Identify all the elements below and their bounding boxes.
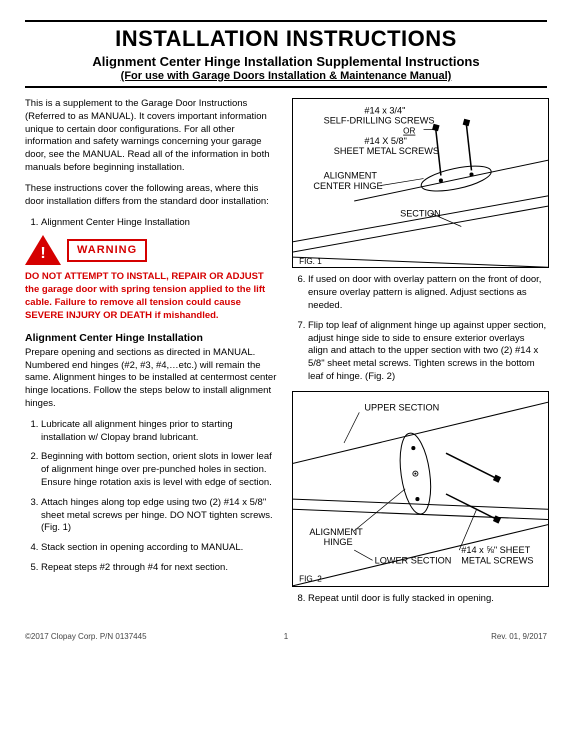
fig1-screws2b: SHEET METAL SCREWS	[334, 146, 439, 156]
left-steps: Lubricate all alignment hinges prior to …	[25, 419, 280, 575]
warning-label-box: WARNING	[67, 239, 147, 262]
fig2-screws-label1: #14 x ⅝" SHEET	[461, 545, 530, 555]
fig2-upper-label: UPPER SECTION	[364, 402, 439, 412]
fig2-lower-label: LOWER SECTION	[375, 555, 452, 565]
fig1-or: OR	[403, 127, 415, 136]
step-item: Attach hinges along top edge using two (…	[41, 497, 280, 535]
fig1-screws1b: SELF-DRILLING SCREWS	[324, 115, 435, 125]
warning-body-text: DO NOT ATTEMPT TO INSTALL, REPAIR OR ADJ…	[25, 271, 280, 322]
fig1-screws1: #14 x 3/4"	[364, 105, 405, 115]
figure-2: UPPER SECTION ALIGNME	[292, 391, 549, 587]
figure-2-svg: UPPER SECTION ALIGNME	[293, 392, 548, 586]
left-column: This is a supplement to the Garage Door …	[25, 98, 280, 612]
step-item: Beginning with bottom section, orient sl…	[41, 451, 280, 489]
right-column: #14 x 3/4" SELF-DRILLING SCREWS OR #14 X…	[292, 98, 547, 612]
intro-list-item: Alignment Center Hinge Installation	[41, 217, 280, 230]
footer-left: ©2017 Clopay Corp. P/N 0137445	[25, 632, 147, 641]
step-item: Stack section in opening according to MA…	[41, 542, 280, 555]
two-column-body: This is a supplement to the Garage Door …	[25, 98, 547, 612]
section-heading: Alignment Center Hinge Installation	[25, 331, 280, 345]
figure-1-svg: #14 x 3/4" SELF-DRILLING SCREWS OR #14 X…	[293, 99, 548, 267]
intro-para-2: These instructions cover the following a…	[25, 183, 280, 209]
footer: ©2017 Clopay Corp. P/N 0137445 1 Rev. 01…	[25, 632, 547, 641]
fig1-caption: FIG. 1	[299, 257, 322, 266]
fig1-hinge-label2: CENTER HINGE	[313, 181, 382, 191]
subsubtitle: (For use with Garage Doors Installation …	[25, 70, 547, 82]
top-rule	[25, 20, 547, 22]
intro-list: Alignment Center Hinge Installation	[25, 217, 280, 230]
subtitle: Alignment Center Hinge Installation Supp…	[25, 54, 547, 69]
footer-page-number: 1	[284, 632, 288, 641]
rule-under-header	[25, 86, 547, 88]
step-item: Lubricate all alignment hinges prior to …	[41, 419, 280, 445]
step-item: If used on door with overlay pattern on …	[308, 274, 547, 312]
main-title: INSTALLATION INSTRUCTIONS	[25, 26, 547, 52]
right-steps-1: If used on door with overlay pattern on …	[292, 274, 547, 384]
step-item: Repeat until door is fully stacked in op…	[308, 593, 547, 606]
section-intro: Prepare opening and sections as directed…	[25, 347, 280, 411]
right-steps-2: Repeat until door is fully stacked in op…	[292, 593, 547, 606]
fig2-hinge-label1: ALIGNMENT	[309, 527, 363, 537]
footer-right: Rev. 01, 9/2017	[491, 632, 547, 641]
intro-para-1: This is a supplement to the Garage Door …	[25, 98, 280, 175]
warning-block: WARNING	[25, 235, 280, 265]
fig1-hinge-label1: ALIGNMENT	[324, 171, 378, 181]
fig2-caption: FIG. 2	[299, 575, 322, 584]
fig2-screws-label2: METAL SCREWS	[461, 555, 533, 565]
warning-triangle-icon	[25, 235, 61, 265]
fig1-screws2: #14 X 5/8"	[364, 136, 406, 146]
step-item: Repeat steps #2 through #4 for next sect…	[41, 562, 280, 575]
fig2-hinge-label2: HINGE	[324, 537, 353, 547]
step-item: Flip top leaf of alignment hinge up agai…	[308, 320, 547, 384]
figure-1: #14 x 3/4" SELF-DRILLING SCREWS OR #14 X…	[292, 98, 549, 268]
